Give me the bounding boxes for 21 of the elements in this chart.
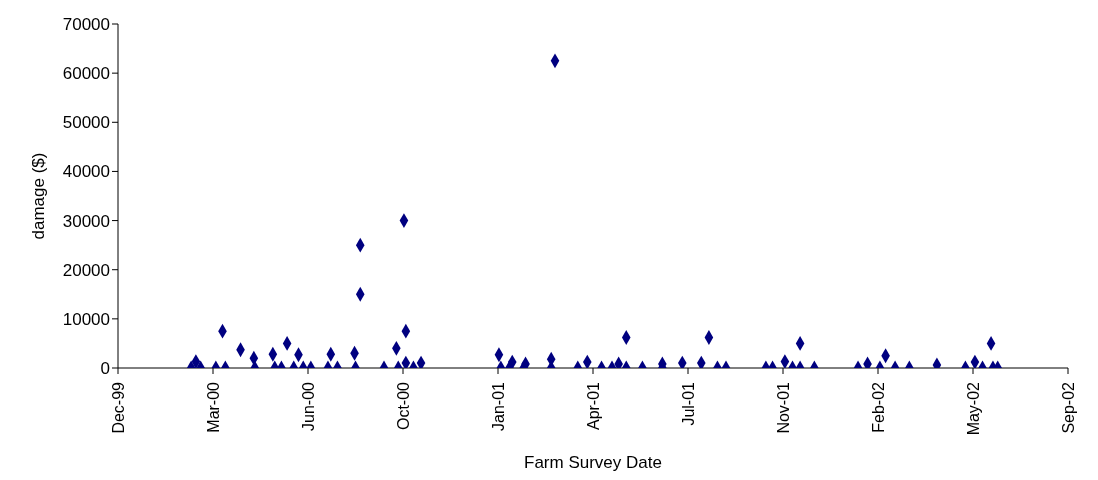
x-tick-label: Oct-00 [394,381,412,431]
y-axis-title: damage ($) [29,152,49,240]
y-tick-label: 20000 [62,260,110,280]
y-tick-label: 60000 [62,64,110,84]
x-tick-label: Apr-01 [584,381,602,431]
y-tick-label: 40000 [62,162,110,182]
x-tick-label: Feb-02 [869,381,887,433]
x-tick-label: Jun-00 [299,381,317,431]
y-tick-label: 30000 [62,211,110,231]
x-tick-label: Dec-99 [109,381,127,434]
x-tick-label: Jul-01 [679,381,697,426]
x-tick-label: May-02 [964,381,982,436]
x-tick-label: Nov-01 [774,381,792,434]
y-tick-label: 0 [100,359,110,379]
x-tick-label: Sep-02 [1059,381,1077,434]
x-axis-title: Farm Survey Date [524,453,662,472]
y-tick-label: 50000 [62,113,110,133]
y-tick-label: 10000 [62,309,110,329]
y-tick-label: 70000 [62,15,110,35]
x-tick-label: Jan-01 [489,381,507,431]
x-tick-label: Mar-00 [204,381,222,433]
